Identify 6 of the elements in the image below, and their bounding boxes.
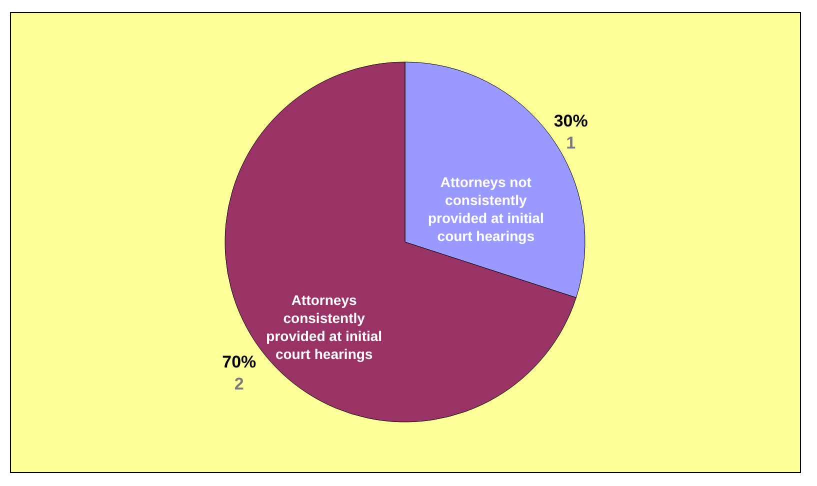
text: 1 [566,134,576,153]
slice-label: Attorneys consistently provided at initial court hearings [266,292,382,362]
slice-label: Attorneys not consistently provided at initial court hearings [428,174,544,244]
data-label: 70% [222,352,256,372]
text: 2 [234,374,244,394]
data-label: 30% [554,112,588,131]
